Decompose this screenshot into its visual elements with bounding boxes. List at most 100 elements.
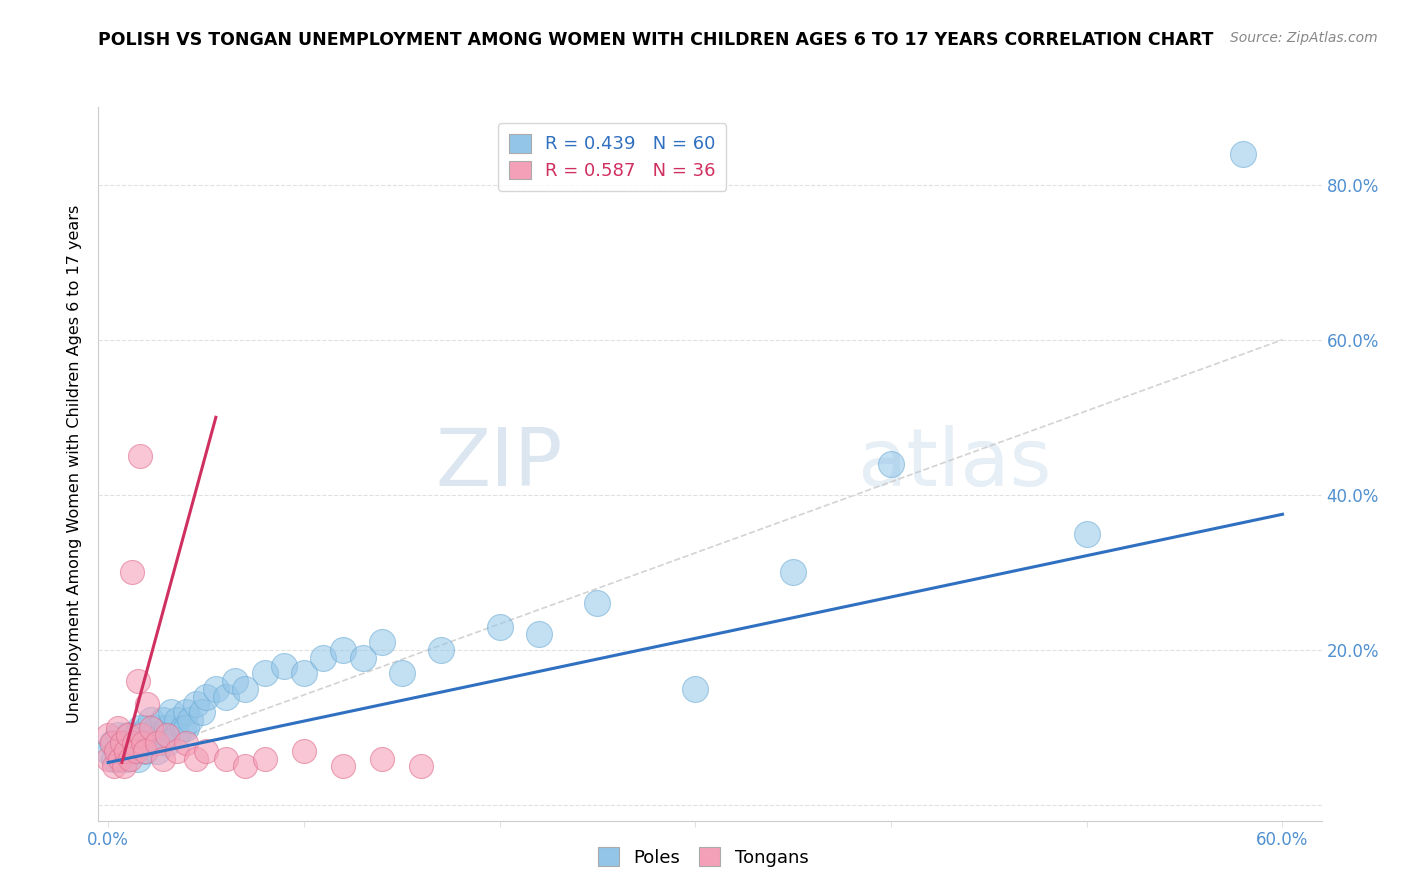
Point: [118, 751, 141, 765]
Point: [134, 744, 156, 758]
Point: [782, 566, 804, 580]
Point: [111, 736, 134, 750]
Point: [253, 666, 276, 681]
Point: [152, 751, 174, 765]
Point: [107, 721, 129, 735]
Point: [114, 744, 136, 758]
Point: [214, 690, 236, 704]
Point: [117, 728, 139, 742]
Point: [371, 751, 394, 765]
Point: [131, 736, 153, 750]
Legend: R = 0.439   N = 60, R = 0.587   N = 36: R = 0.439 N = 60, R = 0.587 N = 36: [498, 123, 727, 191]
Point: [146, 721, 169, 735]
Point: [97, 751, 120, 765]
Legend: Poles, Tongans: Poles, Tongans: [591, 840, 815, 874]
Point: [108, 751, 131, 765]
Point: [224, 673, 246, 688]
Point: [117, 744, 139, 758]
Point: [132, 736, 155, 750]
Point: [136, 736, 159, 750]
Point: [103, 759, 125, 773]
Point: [156, 736, 179, 750]
Point: [1232, 146, 1254, 161]
Point: [107, 728, 129, 742]
Point: [195, 744, 218, 758]
Point: [527, 627, 550, 641]
Point: [122, 744, 145, 758]
Point: [186, 751, 208, 765]
Point: [166, 744, 188, 758]
Point: [127, 673, 149, 688]
Point: [111, 744, 134, 758]
Text: ZIP: ZIP: [436, 425, 564, 503]
Point: [141, 713, 163, 727]
Point: [1076, 526, 1098, 541]
Point: [146, 744, 169, 758]
Point: [332, 759, 354, 773]
Point: [97, 744, 120, 758]
Point: [142, 728, 165, 742]
Point: [352, 650, 374, 665]
Point: [105, 744, 128, 758]
Point: [195, 690, 218, 704]
Point: [172, 721, 194, 735]
Point: [880, 457, 903, 471]
Point: [112, 736, 135, 750]
Point: [488, 620, 510, 634]
Point: [391, 666, 413, 681]
Point: [122, 736, 145, 750]
Point: [371, 635, 394, 649]
Point: [152, 713, 174, 727]
Point: [176, 721, 198, 735]
Y-axis label: Unemployment Among Women with Children Ages 6 to 17 years: Unemployment Among Women with Children A…: [67, 205, 83, 723]
Point: [156, 728, 179, 742]
Point: [411, 759, 433, 773]
Point: [114, 751, 136, 765]
Point: [233, 681, 256, 696]
Point: [136, 698, 159, 712]
Point: [134, 744, 156, 758]
Point: [214, 751, 236, 765]
Point: [101, 736, 124, 750]
Point: [191, 705, 214, 719]
Point: [127, 736, 149, 750]
Point: [430, 643, 453, 657]
Point: [253, 751, 276, 765]
Point: [136, 721, 159, 735]
Point: [273, 658, 295, 673]
Point: [121, 736, 143, 750]
Text: atlas: atlas: [856, 425, 1052, 503]
Point: [292, 666, 315, 681]
Point: [117, 728, 139, 742]
Point: [160, 705, 183, 719]
Point: [124, 744, 146, 758]
Point: [166, 713, 188, 727]
Point: [186, 698, 208, 712]
Point: [124, 728, 146, 742]
Point: [128, 449, 150, 463]
Point: [233, 759, 256, 773]
Point: [179, 713, 201, 727]
Text: Source: ZipAtlas.com: Source: ZipAtlas.com: [1230, 31, 1378, 45]
Point: [166, 728, 188, 742]
Point: [128, 721, 150, 735]
Point: [156, 721, 179, 735]
Point: [312, 650, 335, 665]
Point: [685, 681, 707, 696]
Point: [332, 643, 354, 657]
Point: [146, 736, 169, 750]
Point: [112, 759, 135, 773]
Point: [132, 728, 155, 742]
Point: [101, 736, 124, 750]
Point: [141, 721, 163, 735]
Text: POLISH VS TONGAN UNEMPLOYMENT AMONG WOMEN WITH CHILDREN AGES 6 TO 17 YEARS CORRE: POLISH VS TONGAN UNEMPLOYMENT AMONG WOME…: [98, 31, 1213, 49]
Point: [176, 736, 198, 750]
Point: [103, 751, 125, 765]
Point: [107, 751, 129, 765]
Point: [205, 681, 228, 696]
Point: [292, 744, 315, 758]
Point: [121, 566, 143, 580]
Point: [131, 728, 153, 742]
Point: [97, 728, 120, 742]
Point: [586, 597, 609, 611]
